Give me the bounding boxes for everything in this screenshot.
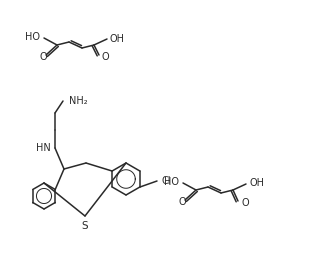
- Text: NH₂: NH₂: [69, 96, 88, 106]
- Text: O: O: [241, 198, 249, 208]
- Text: O: O: [101, 52, 109, 62]
- Text: HN: HN: [36, 143, 51, 153]
- Text: O: O: [178, 197, 186, 207]
- Text: O: O: [39, 52, 47, 62]
- Text: OH: OH: [249, 178, 264, 188]
- Text: HO: HO: [164, 177, 179, 187]
- Text: HO: HO: [25, 32, 40, 42]
- Text: Cl: Cl: [162, 176, 172, 186]
- Text: OH: OH: [110, 34, 125, 44]
- Text: S: S: [82, 221, 88, 231]
